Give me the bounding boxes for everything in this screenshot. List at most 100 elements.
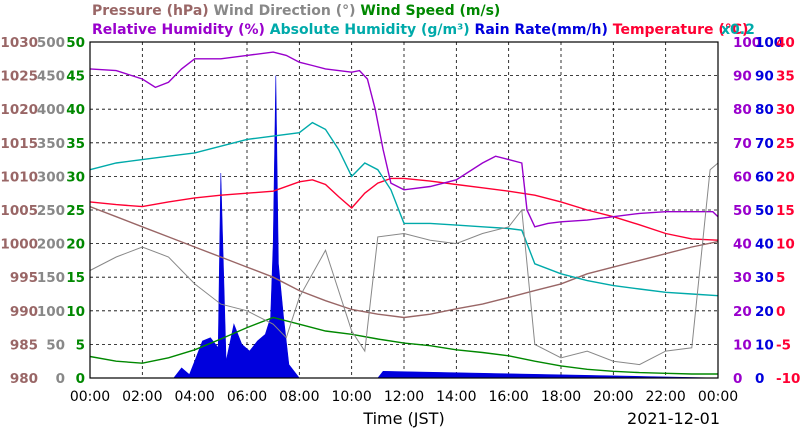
pressure-tick: 1020: [0, 102, 38, 118]
pressure-tick: 1000: [0, 237, 38, 253]
wind-speed-tick: 10: [66, 304, 85, 320]
wind-direction-tick: 300: [37, 169, 65, 185]
relative-humidity-line: [89, 51, 719, 228]
x-tick: 12:00: [384, 389, 424, 405]
temperature-tick: 15: [776, 203, 795, 219]
pressure-tick: 1005: [0, 203, 38, 219]
relative-humidity-tick: 10: [733, 337, 752, 353]
x-tick: 16:00: [488, 389, 528, 405]
wind-direction-tick: 200: [37, 237, 65, 253]
legend-entry: Relative Humidity (%): [92, 22, 270, 38]
temperature-tick: -5: [776, 337, 791, 353]
x-tick: 06:00: [227, 389, 267, 405]
wind-direction-tick: 350: [37, 136, 65, 152]
relative-humidity-tick: 80: [733, 102, 752, 118]
legend: Pressure (hPa) Wind Direction (°) Wind S…: [92, 3, 755, 38]
x-tick: 20:00: [593, 389, 633, 405]
temperature-tick: 10: [776, 237, 795, 253]
wind-direction-tick: 250: [37, 203, 65, 219]
temperature-tick: -10: [776, 371, 800, 387]
relative-humidity-tick: 40: [733, 237, 752, 253]
x-tick: 10:00: [331, 389, 371, 405]
x-tick: 00:00: [70, 389, 110, 405]
rain-rate-tick: 20: [755, 304, 774, 320]
temperature-line: [89, 177, 719, 241]
temperature-tick: 30: [776, 102, 795, 118]
pressure-tick: 980: [10, 371, 38, 387]
scale-note: x0.2: [721, 22, 755, 38]
wind-direction-tick: 150: [37, 270, 65, 286]
temperature-tick: 0: [776, 304, 785, 320]
rain-rate-tick: 0: [755, 371, 764, 387]
relative-humidity-tick: 60: [733, 169, 752, 185]
wind-speed-line: [89, 316, 718, 375]
pressure-tick: 995: [10, 270, 38, 286]
wind-speed-tick: 0: [76, 371, 85, 387]
relative-humidity-tick: 0: [733, 371, 742, 387]
wind-speed-tick: 35: [66, 136, 85, 152]
rain-rate-tick: 80: [755, 102, 774, 118]
wind-speed-tick: 20: [66, 237, 85, 253]
rain-rate-tick: 50: [755, 203, 774, 219]
pressure-tick: 1030: [0, 35, 38, 51]
pressure-tick: 1015: [0, 136, 38, 152]
relative-humidity-tick: 70: [733, 136, 752, 152]
pressure-tick: 1010: [0, 169, 38, 185]
wind-direction-tick: 500: [37, 35, 65, 51]
pressure-tick: 990: [10, 304, 38, 320]
x-tick: 18:00: [541, 389, 581, 405]
temperature-tick: 5: [776, 270, 785, 286]
wind-speed-tick: 5: [76, 337, 85, 353]
rain-rate-tick: 90: [755, 69, 774, 85]
wind-direction-tick: 100: [37, 304, 65, 320]
x-tick: 22:00: [645, 389, 685, 405]
relative-humidity-tick: 50: [733, 203, 752, 219]
legend-entry: Wind Speed (m/s): [360, 3, 500, 19]
relative-humidity-tick: 20: [733, 304, 752, 320]
wind-speed-tick: 25: [66, 203, 85, 219]
plot-border: [89, 41, 719, 379]
x-tick: 14:00: [436, 389, 476, 405]
plot-frame: [89, 41, 719, 379]
rain-rate-tick: 30: [755, 270, 774, 286]
grid: [90, 42, 718, 378]
rain-rate-tick: 40: [755, 237, 774, 253]
wind-speed-tick: 15: [66, 270, 85, 286]
rain-rate-tick: 10: [755, 337, 774, 353]
wind-direction-tick: 0: [56, 371, 65, 387]
temperature-tick: 20: [776, 169, 795, 185]
date-label: 2021-12-01: [627, 409, 720, 428]
x-tick: 02:00: [122, 389, 162, 405]
series-layer: [89, 51, 719, 379]
wind-speed-tick: 45: [66, 69, 85, 85]
absolute-humidity-line: [89, 121, 719, 297]
wind-direction-tick: 450: [37, 69, 65, 85]
legend-row-2: Relative Humidity (%) Absolute Humidity …: [92, 22, 748, 38]
legend-entry: Absolute Humidity (g/m³): [270, 22, 475, 38]
legend-row-1: Pressure (hPa) Wind Direction (°) Wind S…: [92, 3, 500, 19]
axis-labels: 1030102510201015101010051000995990985980…: [0, 35, 800, 405]
legend-entry: Rain Rate(mm/h): [475, 22, 613, 38]
temperature-tick: 40: [776, 35, 795, 51]
wind-direction-line: [89, 162, 719, 366]
pressure-line: [89, 205, 719, 319]
legend-entry: Wind Direction (°): [214, 3, 361, 19]
relative-humidity-tick: 90: [733, 69, 752, 85]
rain-rate-tick: 60: [755, 169, 774, 185]
wind-speed-tick: 40: [66, 102, 85, 118]
x-axis-label: Time (JST): [362, 409, 444, 428]
pressure-tick: 1025: [0, 69, 38, 85]
rain-rate-tick: 70: [755, 136, 774, 152]
wind-speed-tick: 30: [66, 169, 85, 185]
temperature-tick: 35: [776, 69, 795, 85]
x-tick: 00:00: [698, 389, 738, 405]
rain-rate-tick: 100: [755, 35, 783, 51]
x-tick: 04:00: [174, 389, 214, 405]
legend-entry: Temperature (°C): [613, 22, 749, 38]
temperature-tick: 25: [776, 136, 795, 152]
wind-speed-tick: 50: [66, 35, 85, 51]
pressure-tick: 985: [10, 337, 38, 353]
relative-humidity-tick: 100: [733, 35, 761, 51]
relative-humidity-tick: 30: [733, 270, 752, 286]
